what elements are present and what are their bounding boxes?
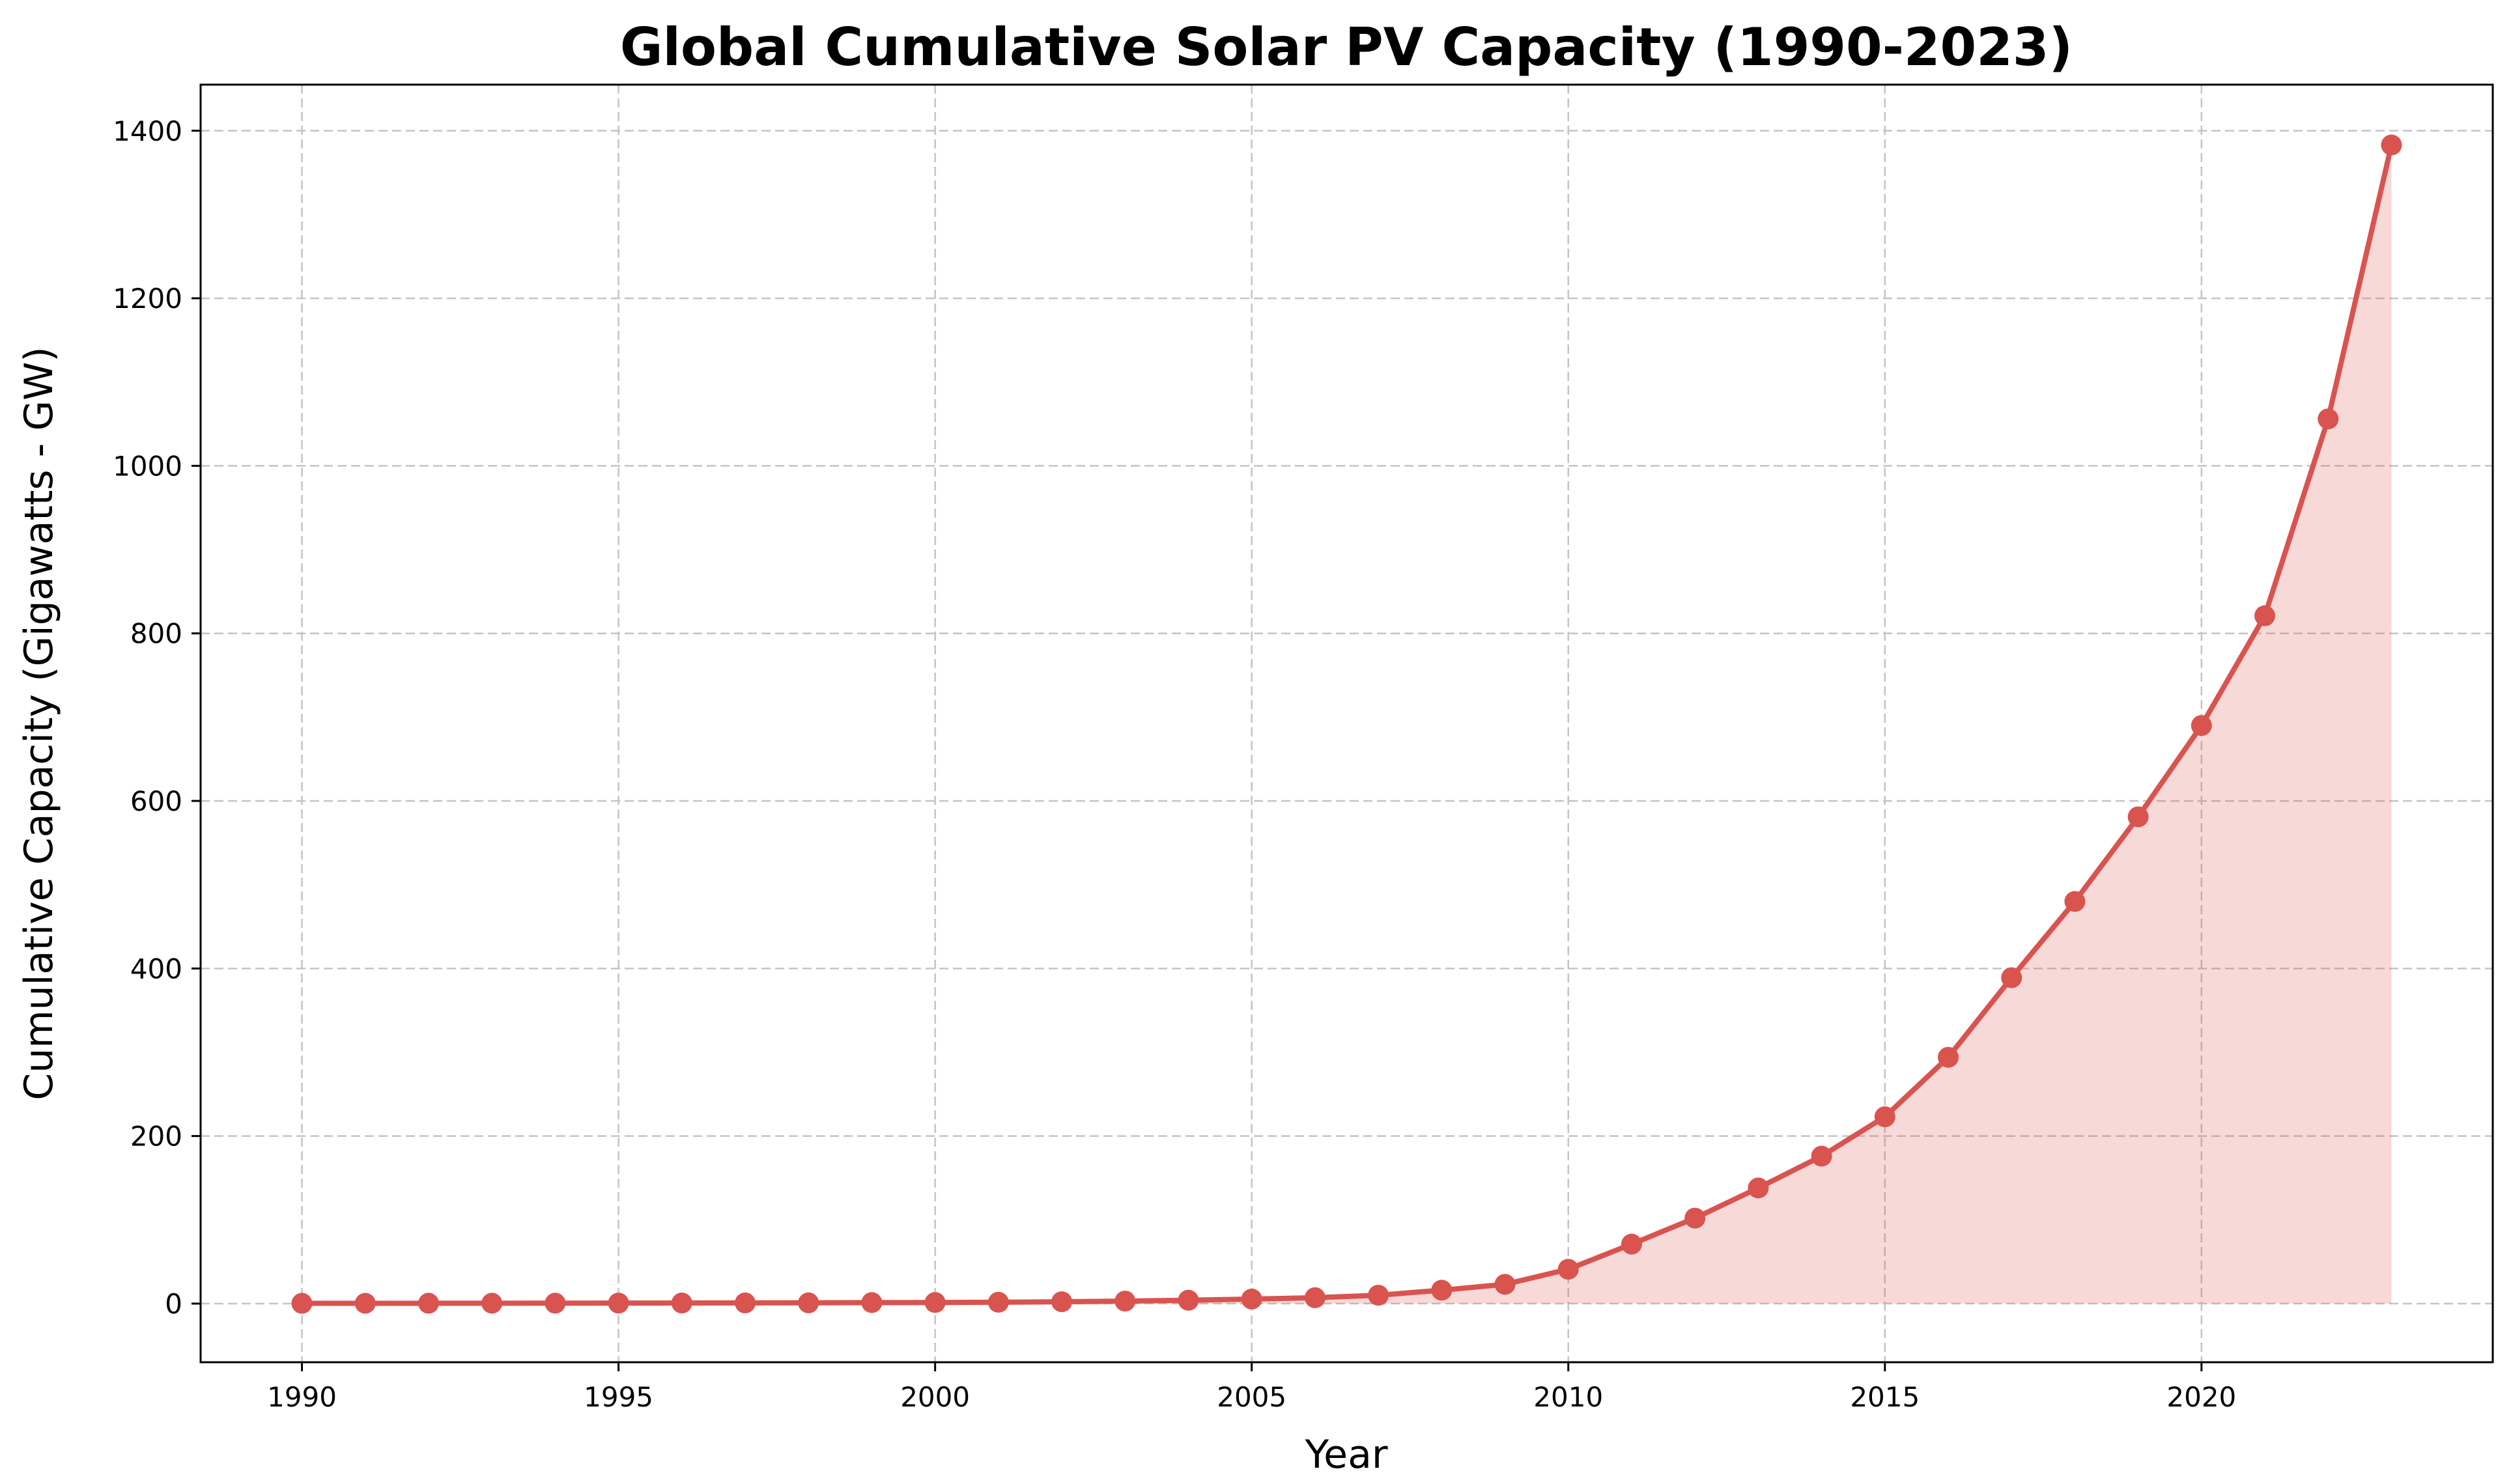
x-tick-label: 2020	[2166, 1381, 2236, 1413]
data-point	[798, 1292, 819, 1313]
x-tick-label: 2000	[900, 1381, 970, 1413]
data-point	[1621, 1233, 1642, 1255]
y-tick-label: 200	[130, 1121, 182, 1153]
series-line	[299, 142, 2394, 1306]
x-axis-ticks: 1990 1995 2000 2005 2010 2015 2020	[267, 1362, 2236, 1413]
data-point	[1368, 1285, 1389, 1306]
data-point	[2064, 891, 2086, 912]
plot-frame	[199, 83, 2494, 1364]
y-tick-label: 400	[130, 953, 182, 985]
grid-lines	[201, 85, 2493, 1362]
y-tick-label: 600	[130, 785, 182, 817]
data-point	[1304, 1287, 1326, 1308]
data-point	[1178, 1289, 1199, 1311]
x-tick-label: 2015	[1850, 1381, 1920, 1413]
data-point	[1431, 1280, 1453, 1301]
chart-title: Global Cumulative Solar PV Capacity (199…	[620, 17, 2073, 77]
data-point	[545, 1293, 566, 1314]
data-point-markers	[291, 134, 2402, 1314]
data-point	[1494, 1274, 1516, 1295]
data-point	[291, 1293, 313, 1314]
y-axis-label: Cumulative Capacity (Gigawatts - GW)	[16, 346, 62, 1100]
x-tick-label: 1995	[584, 1381, 653, 1413]
series-area-fill	[302, 145, 2392, 1304]
data-point	[1557, 1259, 1579, 1280]
data-point	[924, 1292, 946, 1313]
data-point	[1874, 1106, 1895, 1128]
data-point	[1114, 1291, 1136, 1312]
data-point	[861, 1292, 883, 1313]
data-point	[1684, 1207, 1706, 1229]
y-tick-label: 0	[165, 1288, 182, 1320]
series-line-layer	[299, 142, 2394, 1306]
data-point	[2318, 408, 2339, 430]
data-point	[2191, 715, 2212, 736]
data-point	[987, 1291, 1009, 1313]
data-point	[608, 1293, 629, 1314]
data-point	[354, 1293, 376, 1314]
data-point	[1748, 1177, 1769, 1199]
data-point	[418, 1293, 439, 1314]
x-tick-label: 1990	[267, 1381, 337, 1413]
x-tick-label: 2005	[1217, 1381, 1286, 1413]
data-point	[481, 1293, 503, 1314]
x-axis-label: Year	[1304, 1432, 1387, 1477]
data-point	[2001, 967, 2022, 988]
data-point	[1241, 1288, 1262, 1309]
area-fill-layer	[302, 145, 2392, 1304]
y-axis-ticks: 0 200 400 600 800 1000 1200 1400	[113, 115, 201, 1320]
data-point	[2381, 134, 2402, 156]
data-point	[671, 1293, 692, 1314]
x-tick-label: 2010	[1533, 1381, 1603, 1413]
data-point	[1937, 1046, 1959, 1068]
data-point	[2127, 806, 2149, 828]
data-point	[735, 1292, 756, 1313]
data-point	[2254, 605, 2276, 626]
y-tick-label: 1200	[113, 283, 182, 315]
y-tick-label: 1000	[113, 450, 182, 482]
y-tick-label: 1400	[113, 115, 182, 147]
y-tick-label: 800	[130, 618, 182, 650]
data-point	[1811, 1145, 1832, 1167]
data-point	[1051, 1291, 1073, 1313]
